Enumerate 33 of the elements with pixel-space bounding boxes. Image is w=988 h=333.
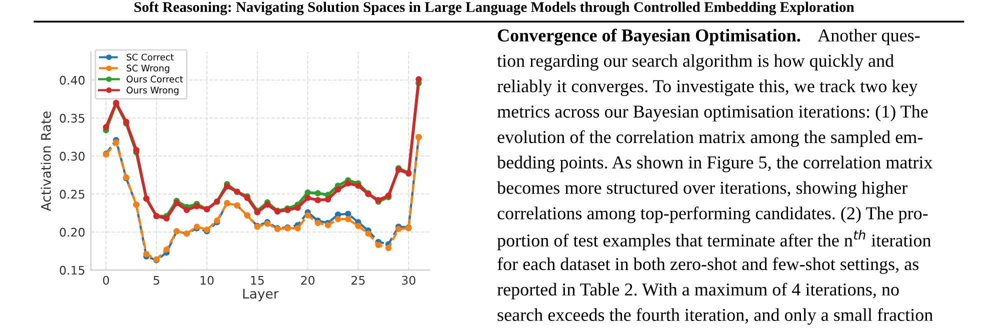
legend-label: Ours Correct — [126, 76, 183, 83]
y-tick-label: 0.25 — [60, 190, 84, 199]
text: evolution of the correlation matrix among the sampled em- — [498, 130, 922, 147]
x-tick-label: 20 — [301, 276, 314, 285]
x-tick-label: 5 — [154, 276, 160, 285]
legend-label: SC Correct — [126, 54, 174, 61]
text: becomes more structured over iterations, showing higher — [496, 181, 908, 198]
x-tick-label: 15 — [251, 276, 264, 285]
text: Another ques- — [818, 28, 920, 46]
y-tick-label: 0.15 — [60, 266, 84, 275]
text: search exceeds the fourth iteration, and only a small fraction — [498, 308, 933, 325]
text: Convergence of Bayesian Optimisation. — [498, 28, 800, 46]
text: Soft Reasoning: Navigating Solution Spaces in Large Language Models through Controlled Embedding Exploration — [134, 2, 854, 16]
y-tick-label: 0.40 — [60, 76, 85, 85]
y-tick-label: 0.35 — [60, 114, 84, 123]
y-tick-label: 0.30 — [60, 152, 85, 161]
legend-label: SC Wrong — [126, 64, 170, 74]
text: bedding points. As shown in Figure 5, the correlation matrix — [496, 156, 933, 172]
x-tick-label: 10 — [200, 276, 214, 285]
x-tick-label: 30 — [402, 276, 416, 285]
text: reliably it converges. To investigate this, we track two key — [497, 80, 918, 96]
x-tick-label: 0 — [103, 276, 109, 285]
text: portion of test examples that terminate after the n$^{th}$ iteration — [497, 230, 931, 250]
x-axis-title: Layer — [243, 288, 279, 302]
legend-label: Ours Wrong — [126, 86, 178, 96]
y-axis-title: Activation Rate — [40, 111, 51, 212]
x-tick-label: 25 — [352, 276, 365, 285]
text: metrics across our Bayesian optimisation iterations: (1) The — [497, 104, 928, 122]
text: reported in Table 2. With a maximum of 4 iterations, no — [497, 282, 899, 300]
text: tion regarding our search algorithm is how quickly and — [497, 54, 894, 71]
text: correlations among top-performing candidates. (2) The pro- — [498, 206, 928, 224]
text: for each dataset in both zero-shot and few-shot settings, as — [498, 257, 918, 274]
y-tick-label: 0.20 — [60, 228, 85, 237]
